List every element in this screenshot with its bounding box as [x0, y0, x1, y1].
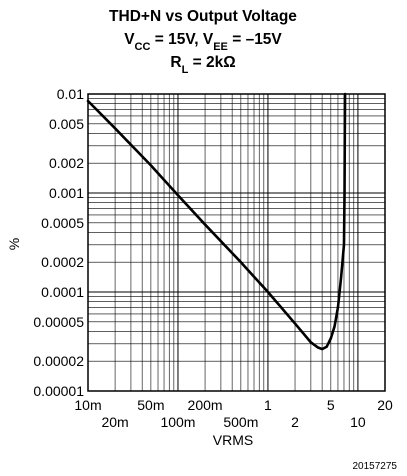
plot-frame [87, 93, 386, 392]
y-tick-label: 0.0005 [41, 215, 84, 231]
x-tick-label: 50m [137, 397, 164, 413]
chart-title-line-2: VCC = 15V, VEE = –15V [124, 31, 282, 53]
x-tick-labels: 10m 50m 200m 1 5 20 20m 100m 500m 2 10 [74, 397, 393, 430]
y-tick-label: 0.00002 [33, 353, 84, 369]
title-subscript: EE [213, 41, 228, 53]
y-tick-labels: 0.01 0.005 0.002 0.001 0.0005 0.0002 0.0001 0.0… [33, 86, 84, 399]
title-subscript: CC [135, 41, 151, 53]
x-tick-label: 1 [264, 397, 272, 413]
x-tick-label: 20m [101, 414, 128, 430]
title-text: = 15V, V [150, 31, 213, 48]
title-text: = –15V [228, 31, 283, 48]
x-tick-label: 20 [377, 397, 393, 413]
y-tick-label: 0.005 [49, 116, 84, 132]
y-tick-label: 0.01 [57, 86, 84, 102]
y-tick-label: 0.0002 [41, 254, 84, 270]
title-subscript: L [182, 64, 189, 76]
title-text: = 2kΩ [188, 54, 235, 71]
title-text: V [124, 31, 135, 48]
footnote-id: 20157275 [353, 461, 398, 472]
series-line [86, 92, 347, 351]
x-tick-label: 500m [223, 414, 258, 430]
x-tick-label: 5 [327, 397, 335, 413]
x-tick-label: 100m [160, 414, 195, 430]
title-text: R [170, 54, 181, 71]
y-tick-label: 0.00005 [33, 314, 84, 330]
x-tick-label: 200m [188, 397, 223, 413]
y-tick-label: 0.001 [49, 185, 84, 201]
chart-title-line-1: THD+N vs Output Voltage [109, 8, 297, 25]
x-axis-label: VRMS [213, 432, 253, 448]
y-axis-label: % [6, 238, 22, 250]
plot-grid [87, 94, 386, 392]
x-tick-label: 2 [291, 414, 299, 430]
x-tick-label: 10 [350, 414, 366, 430]
y-tick-label: 0.0001 [41, 284, 84, 300]
y-tick-label: 0.002 [49, 155, 84, 171]
y-tick-label: 0.00001 [33, 383, 84, 399]
x-tick-label: 10m [74, 397, 101, 413]
chart-title-line-3: RL = 2kΩ [170, 54, 235, 76]
